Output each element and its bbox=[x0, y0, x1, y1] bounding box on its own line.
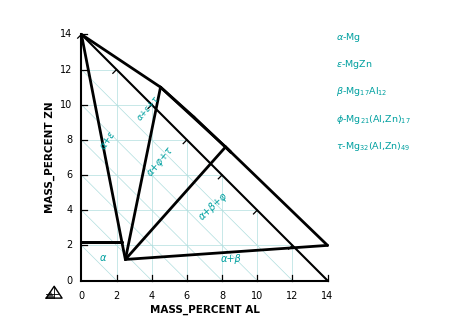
Text: $\varepsilon$-MgZn: $\varepsilon$-MgZn bbox=[337, 58, 373, 71]
Polygon shape bbox=[46, 292, 54, 298]
Text: 10: 10 bbox=[251, 291, 264, 301]
Text: MASS_PERCENT ZN: MASS_PERCENT ZN bbox=[45, 102, 55, 213]
Text: α+β+φ: α+β+φ bbox=[197, 191, 229, 223]
Text: α+ε+τ: α+ε+τ bbox=[136, 94, 161, 122]
Text: 10: 10 bbox=[60, 100, 73, 110]
Text: α: α bbox=[100, 253, 106, 263]
Text: 6: 6 bbox=[184, 291, 190, 301]
Text: $\alpha$-Mg: $\alpha$-Mg bbox=[337, 31, 361, 44]
Text: MASS_PERCENT AL: MASS_PERCENT AL bbox=[149, 305, 259, 316]
Text: 4: 4 bbox=[66, 205, 73, 215]
Text: $\beta$-Mg$_{17}$Al$_{12}$: $\beta$-Mg$_{17}$Al$_{12}$ bbox=[337, 85, 388, 99]
Text: 2: 2 bbox=[113, 291, 120, 301]
Text: 6: 6 bbox=[66, 170, 73, 180]
Text: 0: 0 bbox=[78, 291, 84, 301]
Text: α+ε: α+ε bbox=[98, 129, 118, 151]
Text: 4: 4 bbox=[149, 291, 155, 301]
Text: 14: 14 bbox=[321, 291, 334, 301]
Text: 12: 12 bbox=[286, 291, 299, 301]
Text: $\phi$-Mg$_{21}$(Al,Zn)$_{17}$: $\phi$-Mg$_{21}$(Al,Zn)$_{17}$ bbox=[337, 113, 411, 126]
Text: 14: 14 bbox=[60, 29, 73, 39]
Text: 2: 2 bbox=[66, 241, 73, 251]
Text: α+φ+τ: α+φ+τ bbox=[146, 145, 175, 177]
Text: α+β: α+β bbox=[220, 254, 241, 264]
Text: $\tau$-Mg$_{32}$(Al,Zn)$_{49}$: $\tau$-Mg$_{32}$(Al,Zn)$_{49}$ bbox=[337, 140, 410, 153]
Text: 8: 8 bbox=[66, 135, 73, 145]
Text: 12: 12 bbox=[60, 65, 73, 75]
Text: 0: 0 bbox=[66, 276, 73, 286]
Text: 8: 8 bbox=[219, 291, 225, 301]
